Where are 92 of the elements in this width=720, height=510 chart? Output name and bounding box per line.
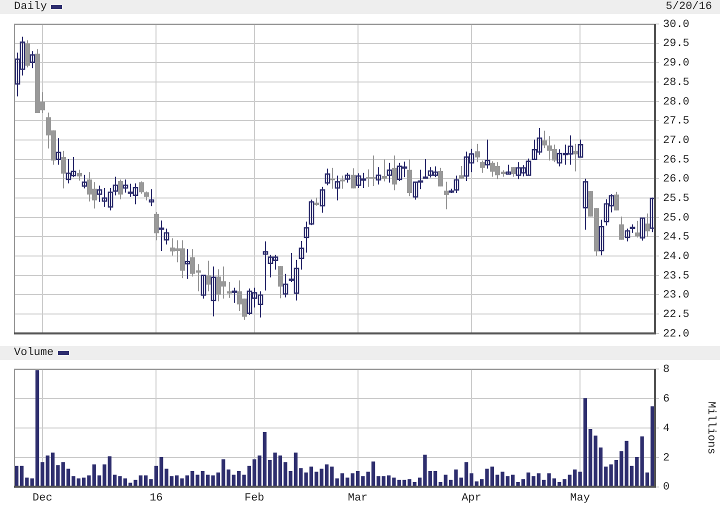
y-tick-label: 27.0 <box>663 134 690 147</box>
candlestick <box>200 274 206 300</box>
candlestick <box>82 174 88 189</box>
candlestick <box>407 158 412 197</box>
candlestick <box>158 220 164 252</box>
candlestick <box>278 266 283 299</box>
y-tick-label: 25.5 <box>663 192 690 205</box>
y-tick-label: 0 <box>663 482 670 494</box>
candlestick <box>262 240 268 291</box>
candlestick <box>184 248 190 280</box>
x-tick-label: Feb <box>244 492 264 504</box>
candlestick <box>30 50 36 69</box>
candlestick <box>227 281 232 298</box>
candlestick <box>376 166 382 185</box>
candlestick <box>304 221 310 254</box>
x-tick-label: Mar <box>348 492 368 504</box>
x-tick-label: May <box>570 492 590 504</box>
y-tick-label: 29.0 <box>663 58 690 70</box>
y-tick-label: 24.5 <box>663 232 690 244</box>
candlestick <box>164 228 170 245</box>
candlestick <box>454 175 460 194</box>
candlestick <box>475 143 480 163</box>
y-tick-label: 30.0 <box>663 18 690 31</box>
y-tick-label: 29.5 <box>663 38 690 50</box>
candlestick <box>96 185 102 202</box>
candlestick <box>422 158 428 179</box>
y-tick-label: 22.5 <box>663 308 690 321</box>
candlestick <box>382 158 387 182</box>
candlestick <box>444 181 449 210</box>
y-tick-label: 6 <box>663 393 670 406</box>
candlestick <box>232 287 238 304</box>
y-tick-label: 27.5 <box>663 116 690 128</box>
candlestick <box>640 218 646 242</box>
candlestick <box>210 266 216 317</box>
candlestick <box>619 216 624 240</box>
candlestick <box>542 130 547 149</box>
candlestick <box>598 219 604 256</box>
y-axis-title: Millions <box>704 401 716 454</box>
candlestick <box>386 162 392 184</box>
candlestick <box>573 143 578 172</box>
candlestick <box>77 169 82 182</box>
y-tick-label: 24.0 <box>663 250 690 263</box>
candlestick <box>459 165 464 180</box>
legend-label: Volume <box>14 347 54 359</box>
candlestick <box>480 160 485 174</box>
candlestick <box>61 150 66 189</box>
candlestick <box>340 175 345 190</box>
y-tick-label: 28.5 <box>663 76 690 89</box>
candlestick <box>351 168 356 189</box>
candlestick <box>614 191 619 211</box>
candlestick <box>206 260 211 292</box>
candlestick <box>320 186 326 214</box>
candlestick <box>582 178 588 230</box>
candlestick <box>330 167 335 190</box>
candlestick <box>139 180 144 194</box>
candlestick <box>324 168 330 186</box>
candlestick <box>154 211 159 241</box>
y-tick-label: 26.5 <box>663 154 690 166</box>
candlestick <box>624 228 630 242</box>
candlestick <box>56 138 62 166</box>
y-tick-label: 22.0 <box>663 328 690 340</box>
x-tick-label: Apr <box>462 492 482 504</box>
candlestick <box>282 273 288 298</box>
candlestick <box>334 175 340 201</box>
candlestick <box>118 178 123 200</box>
candlestick <box>392 154 397 191</box>
y-tick-label: 28.0 <box>663 96 690 108</box>
text: 5/20/16 <box>666 1 712 13</box>
y-tick-label: 26.0 <box>663 174 690 186</box>
y-tick-label: 4 <box>663 422 670 435</box>
candlestick <box>645 213 650 238</box>
candlestick <box>308 199 314 226</box>
y-tick-label: 23.0 <box>663 290 690 302</box>
candlestick <box>438 167 443 187</box>
candlestick <box>112 176 118 196</box>
y-tick-label: 25.0 <box>663 212 690 224</box>
candlestick <box>25 40 30 68</box>
candlestick <box>298 240 304 270</box>
candlestick <box>122 178 128 194</box>
candlestick <box>484 139 490 170</box>
x-tick-label: Dec <box>32 492 52 504</box>
candlestick <box>506 164 512 175</box>
y-tick-label: 2 <box>663 452 670 464</box>
x-tick-label: 16 <box>150 492 163 504</box>
candlestick <box>578 139 584 158</box>
candlestick <box>148 188 154 207</box>
candlestick <box>635 220 640 238</box>
y-tick-label: 23.5 <box>663 270 690 282</box>
legend-label: Daily <box>14 1 48 13</box>
y-tick-label: 8 <box>663 364 670 376</box>
candlestick <box>344 172 350 184</box>
candlestick <box>511 166 516 178</box>
